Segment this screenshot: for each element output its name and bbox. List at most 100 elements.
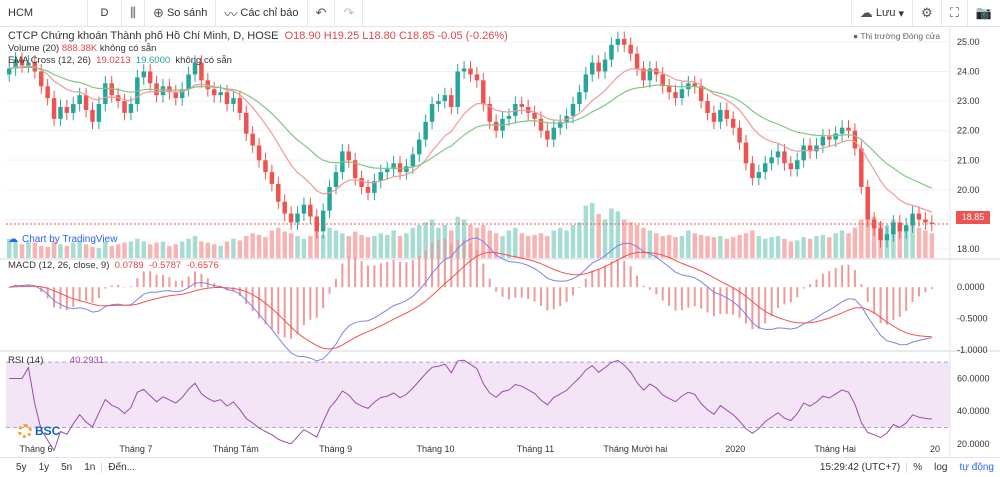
price-tick-label: 22.00 — [957, 126, 980, 136]
volume-bar — [775, 236, 781, 258]
goto-date-button[interactable]: Đến... — [101, 462, 141, 473]
volume-bar — [417, 225, 422, 258]
macd-histogram-bar — [91, 287, 94, 303]
candle-body — [442, 95, 448, 102]
x-axis-label: Tháng 9 — [319, 444, 352, 454]
bsc-logo-icon — [18, 424, 32, 438]
macd-legend: MACD (12, 26, close, 9) 0.0789 -0.5787 -… — [8, 260, 219, 271]
auto-toggle[interactable]: tự động — [959, 462, 995, 473]
interval-selector[interactable]: D — [88, 0, 122, 26]
volume-bar — [622, 219, 627, 258]
macd-histogram-bar — [860, 284, 863, 288]
candle-body — [461, 68, 467, 72]
candle-body — [807, 145, 813, 152]
candle-body — [743, 142, 749, 164]
range-1n[interactable]: 1n — [84, 462, 96, 473]
volume-bar — [32, 242, 38, 258]
percent-toggle[interactable]: % — [906, 462, 928, 473]
volume-bar — [276, 227, 281, 258]
candle-body — [38, 71, 44, 87]
settings-button[interactable]: ⚙ — [912, 0, 941, 26]
volume-bar — [583, 205, 589, 258]
symbol-label: HCM — [8, 7, 34, 19]
candle-body — [660, 74, 665, 87]
volume-bar — [788, 241, 794, 258]
volume-bar — [641, 227, 646, 258]
ema-slow-line — [9, 66, 933, 189]
macd-histogram-bar — [879, 287, 882, 324]
range-5y[interactable]: 5y — [16, 462, 27, 473]
candle-body — [397, 163, 403, 173]
tradingview-badge-text: Chart by TradingView — [22, 234, 118, 245]
candle-body — [58, 106, 63, 119]
symbol-search[interactable]: HCM — [0, 0, 88, 26]
chart-type-button[interactable]: ⫼ — [122, 0, 145, 26]
range-5n[interactable]: 5n — [61, 462, 73, 473]
chart-canvas[interactable]: 25.0024.0023.0022.0021.0020.0019.0018.00… — [0, 27, 1000, 457]
x-axis-label: Tháng Tám — [213, 444, 259, 454]
volume-bar — [679, 236, 685, 258]
candle-body — [622, 38, 627, 45]
volume-bar — [852, 227, 858, 258]
volume-bar — [628, 222, 633, 258]
candle-body — [756, 172, 762, 179]
macd-histogram-bar — [565, 287, 568, 302]
macd-histogram-bar — [161, 275, 164, 288]
candle-body — [609, 44, 614, 60]
volume-bar — [916, 227, 922, 258]
macd-histogram-bar — [117, 284, 120, 288]
volume-bar — [871, 216, 877, 258]
bsc-logo-text: BSC — [35, 424, 61, 438]
clock-time: 15:29:42 (UTC+7) — [819, 462, 901, 473]
candle-body — [589, 62, 595, 75]
candle-body — [525, 106, 531, 113]
volume-bar — [13, 241, 18, 258]
candle-body — [64, 106, 70, 113]
macd-histogram-bar — [33, 286, 36, 288]
candle-body — [199, 62, 204, 81]
tradingview-badge[interactable]: ☁ Chart by TradingView — [8, 234, 117, 245]
candle-body — [570, 104, 576, 116]
volume-bar — [538, 233, 544, 258]
volume-bar — [58, 244, 63, 258]
volume-bar — [724, 238, 730, 258]
candle-body — [13, 59, 18, 69]
macd-histogram-bar — [706, 287, 709, 313]
macd-value-3: -0.6576 — [186, 260, 219, 271]
macd-histogram-bar — [347, 256, 350, 288]
macd-histogram-bar — [905, 287, 908, 312]
redo-button[interactable]: ↷ — [335, 0, 364, 26]
undo-button[interactable]: ↶ — [308, 0, 336, 26]
price-tick-label: 21.00 — [957, 155, 980, 165]
candle-body — [372, 181, 377, 193]
macd-histogram-bar — [296, 287, 299, 334]
volume-bar — [903, 225, 909, 258]
screenshot-button[interactable]: 📷 — [966, 0, 1000, 26]
volume-bar — [211, 244, 217, 258]
fullscreen-button[interactable]: ⛶ — [940, 0, 967, 26]
candle-body — [481, 80, 486, 105]
macd-histogram-bar — [597, 268, 600, 288]
macd-histogram-bar — [674, 287, 677, 311]
save-button[interactable]: ☁ Lưu ▾ — [850, 0, 912, 26]
volume-bar — [859, 219, 864, 258]
volume-bar — [83, 244, 89, 258]
macd-histogram-bar — [72, 287, 75, 307]
compare-button[interactable]: ⊕ So sánh — [145, 0, 217, 26]
price-tick-label: 25.00 — [957, 37, 980, 47]
candle-body — [6, 68, 12, 75]
volume-bar — [205, 242, 211, 258]
macd-histogram-bar — [200, 273, 203, 288]
indicators-button[interactable]: 〰 Các chỉ báo — [216, 0, 308, 26]
volume-bar — [455, 216, 460, 258]
log-toggle[interactable]: log — [934, 462, 948, 473]
volume-bar — [756, 236, 762, 258]
macd-histogram-bar — [917, 287, 920, 297]
volume-bar — [173, 244, 179, 258]
volume-bar — [814, 236, 819, 258]
macd-histogram-bar — [373, 265, 376, 288]
candle-body — [83, 95, 89, 110]
ema-legend: EMA Cross (12, 26) 19.0213 19.6000 không… — [8, 55, 232, 66]
range-1y[interactable]: 1y — [38, 462, 50, 473]
main-legend: CTCP Chứng khoán Thành phố Hồ Chí Minh, … — [8, 30, 508, 42]
